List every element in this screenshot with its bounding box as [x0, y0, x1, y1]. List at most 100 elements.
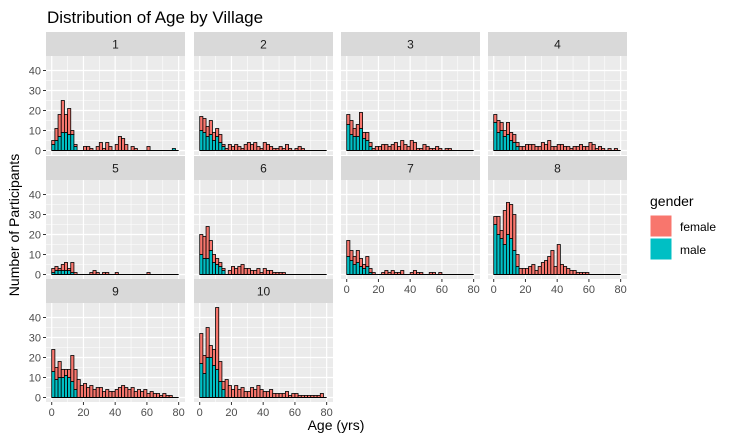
bar-female [582, 146, 587, 151]
bar-female [73, 144, 78, 147]
bar-male [60, 377, 65, 398]
bar-male [212, 140, 216, 151]
bar-female [355, 250, 360, 263]
bar-female [98, 387, 103, 398]
bar-female [227, 385, 232, 398]
bar-female [98, 142, 103, 151]
bar-female [265, 270, 270, 275]
bar-male [499, 130, 504, 151]
bar-male [60, 270, 65, 275]
bar-female [212, 132, 216, 141]
bar-female [355, 124, 360, 137]
bar-male [202, 132, 207, 151]
facet-strip-label: 3 [407, 38, 414, 52]
bar-female [221, 381, 226, 390]
bar-female [70, 355, 75, 382]
bar-male [509, 238, 514, 275]
bar-female [152, 393, 157, 398]
bar-female [51, 268, 56, 273]
bar-female [509, 132, 514, 141]
bar-male [215, 136, 220, 151]
bar-female [79, 385, 84, 398]
bar-female [237, 146, 242, 151]
bar-female [215, 258, 220, 265]
bar-female [531, 264, 536, 275]
bar-male [60, 132, 65, 151]
bar-female [540, 262, 545, 275]
bar-female [515, 254, 520, 267]
bar-female [518, 146, 523, 151]
bar-female [227, 270, 232, 275]
bar-female [563, 146, 568, 151]
bar-female [111, 391, 116, 398]
bar-female [566, 268, 571, 275]
bar-female [493, 114, 498, 123]
bar-male [499, 238, 504, 275]
x-tick-label: 60 [583, 284, 595, 296]
bar-male [352, 264, 357, 275]
facet-strip [46, 32, 185, 56]
facet-strip-label: 1 [112, 38, 119, 52]
x-tick-label: 0 [491, 284, 497, 296]
bar-female [212, 254, 216, 263]
x-tick-label: 20 [225, 407, 237, 419]
bar-female [64, 262, 68, 271]
bar-female [162, 393, 167, 398]
bar-female [537, 146, 542, 151]
bar-male [199, 130, 204, 151]
bar-female [556, 144, 561, 151]
x-tick-label: 20 [77, 407, 89, 419]
bar-female [390, 144, 395, 151]
bar-male [221, 270, 226, 275]
bar-female [205, 327, 210, 358]
bar-female [60, 264, 65, 271]
bar-female [585, 146, 590, 151]
bar-female [278, 393, 283, 398]
bar-male [208, 250, 213, 275]
bar-male [359, 128, 363, 151]
bar-female [294, 393, 299, 398]
y-tick-label: 30 [29, 86, 41, 98]
bar-male [355, 262, 360, 275]
bar-female [397, 146, 402, 151]
bar-female [262, 142, 267, 151]
y-tick-label: 30 [29, 210, 41, 222]
bar-female [518, 268, 523, 275]
bar-male [355, 136, 360, 151]
x-tick-label: 80 [468, 284, 480, 296]
bar-male [349, 260, 354, 275]
bar-male [202, 373, 207, 398]
bar-male [205, 258, 210, 275]
bar-female [149, 391, 154, 398]
bar-female [199, 234, 204, 255]
bar-female [499, 230, 504, 239]
bar-female [409, 140, 414, 151]
bar-female [406, 146, 411, 151]
legend-label-female: female [680, 220, 716, 234]
bar-male [70, 381, 75, 398]
bar-female [272, 393, 277, 398]
y-tick-label: 40 [29, 313, 41, 325]
bar-male [67, 377, 72, 398]
y-tick-label: 0 [35, 270, 41, 282]
bar-female [256, 146, 261, 151]
y-tick-label: 0 [35, 146, 41, 158]
bar-female [105, 389, 110, 398]
legend-label-male: male [680, 243, 706, 257]
y-tick-label: 30 [29, 333, 41, 345]
bar-female [221, 268, 226, 271]
bar-female [547, 140, 552, 151]
bar-female [291, 393, 296, 398]
x-tick-label: 80 [321, 407, 333, 419]
bar-female [559, 144, 564, 151]
facet-strip [341, 32, 480, 56]
bar-female [208, 240, 213, 251]
bar-female [205, 226, 210, 259]
bar-male [346, 124, 351, 151]
bar-female [400, 270, 405, 275]
facet-strip [194, 32, 333, 56]
bar-female [412, 270, 417, 275]
bar-male [218, 266, 223, 275]
bar-female [70, 262, 75, 273]
bar-female [362, 132, 367, 139]
